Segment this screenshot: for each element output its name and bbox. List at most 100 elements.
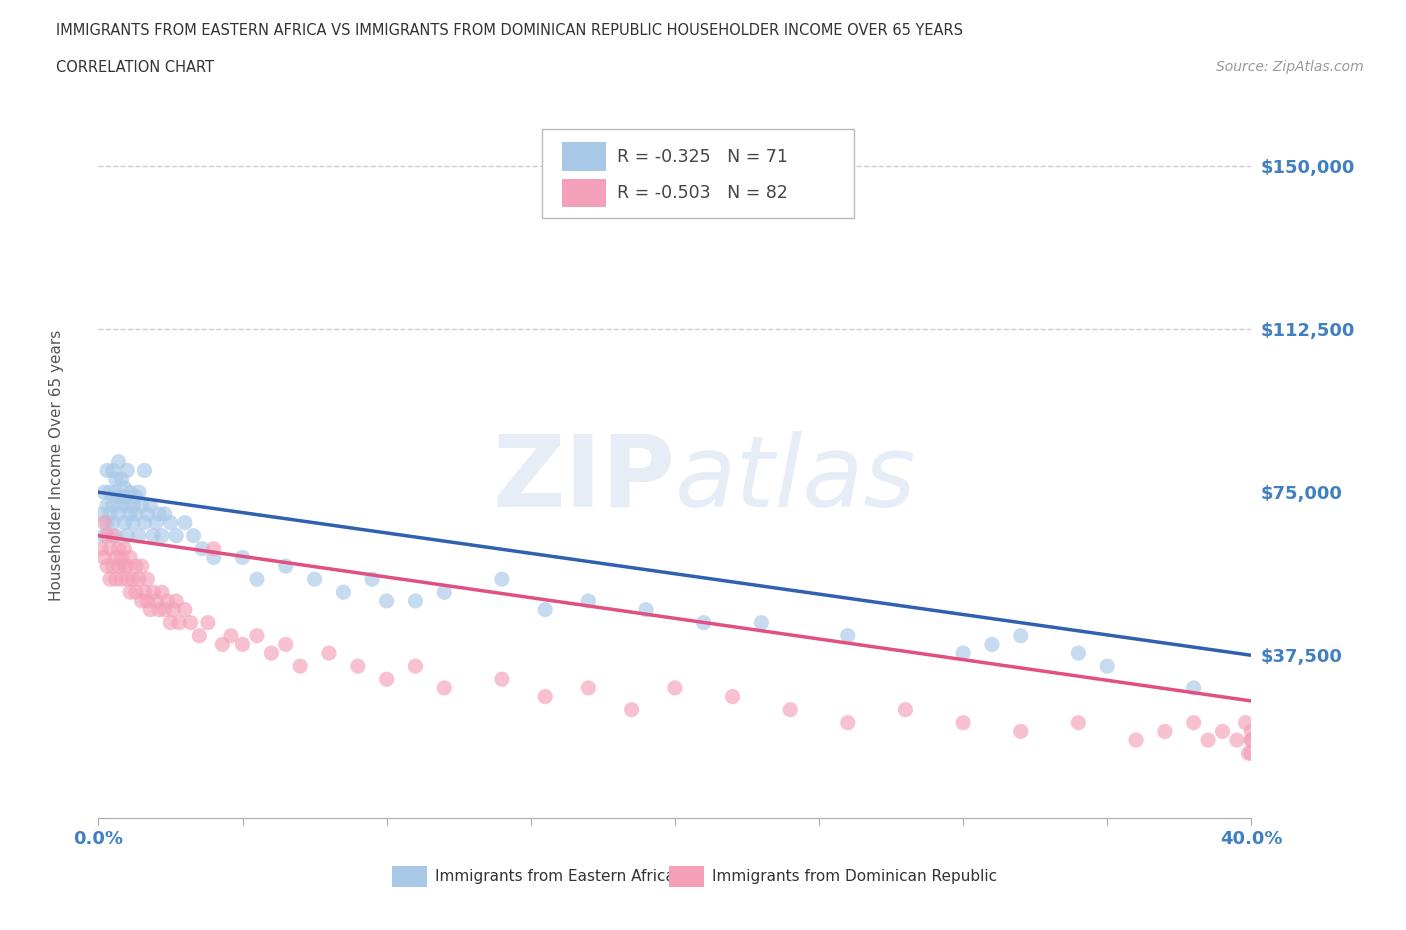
Point — [122, 498, 145, 512]
Point — [290, 658, 312, 673]
Point — [231, 550, 254, 565]
Point — [433, 585, 456, 600]
Point — [131, 559, 153, 574]
Point — [534, 603, 557, 618]
Point — [1240, 733, 1263, 748]
Point — [104, 528, 127, 543]
Point — [112, 489, 135, 504]
Point — [837, 715, 859, 730]
Point — [197, 616, 219, 631]
Point — [1226, 733, 1249, 748]
Point — [142, 585, 165, 600]
Point — [145, 593, 167, 608]
Point — [139, 498, 162, 512]
Point — [104, 472, 127, 486]
Point — [664, 681, 686, 696]
Point — [110, 498, 132, 512]
Point — [191, 541, 214, 556]
Point — [107, 507, 129, 522]
Point — [139, 603, 162, 618]
Point — [1234, 715, 1257, 730]
Point — [122, 515, 145, 530]
Point — [104, 572, 127, 587]
Point — [131, 498, 153, 512]
Point — [346, 658, 368, 673]
Text: Source: ZipAtlas.com: Source: ZipAtlas.com — [1216, 60, 1364, 74]
Point — [90, 541, 112, 556]
Point — [156, 593, 179, 608]
Point — [837, 629, 859, 644]
Point — [231, 637, 254, 652]
Point — [120, 485, 142, 499]
Text: IMMIGRANTS FROM EASTERN AFRICA VS IMMIGRANTS FROM DOMINICAN REPUBLIC HOUSEHOLDER: IMMIGRANTS FROM EASTERN AFRICA VS IMMIGR… — [56, 23, 963, 38]
Point — [117, 559, 139, 574]
Point — [96, 559, 118, 574]
Point — [125, 585, 148, 600]
Point — [98, 485, 121, 499]
Point — [183, 528, 205, 543]
Point — [578, 593, 600, 608]
Point — [1067, 645, 1090, 660]
Point — [142, 528, 165, 543]
Text: Householder Income Over 65 years: Householder Income Over 65 years — [49, 329, 63, 601]
Point — [260, 645, 283, 660]
Point — [96, 498, 118, 512]
Text: CORRELATION CHART: CORRELATION CHART — [56, 60, 214, 75]
Point — [693, 616, 716, 631]
Point — [1010, 724, 1032, 738]
Point — [128, 528, 150, 543]
Point — [90, 507, 112, 522]
Point — [128, 485, 150, 499]
Point — [1067, 715, 1090, 730]
Point — [148, 603, 170, 618]
Point — [112, 481, 135, 496]
Point — [1125, 733, 1147, 748]
Point — [134, 463, 156, 478]
Point — [117, 572, 139, 587]
Point — [1240, 724, 1263, 738]
Point — [174, 603, 197, 618]
Point — [110, 550, 132, 565]
Point — [145, 515, 167, 530]
Point — [120, 585, 142, 600]
Point — [104, 550, 127, 565]
Point — [112, 541, 135, 556]
Text: R = -0.325   N = 71: R = -0.325 N = 71 — [617, 148, 789, 166]
Point — [491, 572, 513, 587]
Point — [93, 528, 115, 543]
Point — [125, 489, 148, 504]
Text: R = -0.503   N = 82: R = -0.503 N = 82 — [617, 184, 789, 202]
Point — [162, 603, 184, 618]
Point — [1237, 746, 1260, 761]
Point — [1097, 658, 1119, 673]
Point — [779, 702, 801, 717]
Point — [332, 585, 354, 600]
Text: Immigrants from Dominican Republic: Immigrants from Dominican Republic — [711, 869, 997, 883]
Point — [98, 507, 121, 522]
Point — [751, 616, 773, 631]
Point — [122, 572, 145, 587]
Point — [952, 715, 974, 730]
Point — [620, 702, 643, 717]
Point — [578, 681, 600, 696]
Text: ZIP: ZIP — [492, 431, 675, 527]
Point — [98, 572, 121, 587]
Point — [128, 572, 150, 587]
Point — [110, 472, 132, 486]
Point — [721, 689, 744, 704]
Point — [1240, 746, 1263, 761]
Point — [150, 528, 173, 543]
Point — [405, 593, 427, 608]
Bar — [562, 179, 606, 207]
Point — [107, 541, 129, 556]
Point — [117, 498, 139, 512]
Point — [153, 603, 176, 618]
Text: Immigrants from Eastern Africa: Immigrants from Eastern Africa — [434, 869, 675, 883]
Point — [96, 515, 118, 530]
Point — [1010, 629, 1032, 644]
Point — [174, 515, 197, 530]
Point — [246, 572, 269, 587]
Point — [202, 550, 225, 565]
Point — [120, 507, 142, 522]
Point — [101, 498, 124, 512]
